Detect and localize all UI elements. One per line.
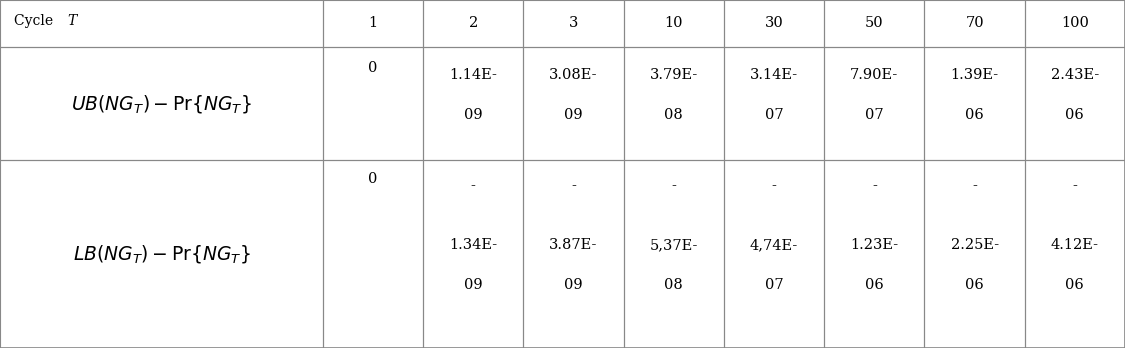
Text: -: - [1072,179,1078,193]
Bar [523,0,623,47]
Text: 70: 70 [965,16,984,31]
Text: 0: 0 [368,172,378,186]
Bar [1025,0,1125,47]
Text: 50: 50 [865,16,883,31]
Text: 07: 07 [765,278,783,292]
Text: 0: 0 [368,61,378,75]
Text: 07: 07 [865,108,883,122]
Text: T: T [68,14,76,28]
Text: 09: 09 [565,108,583,122]
Text: $\mathit{LB}(\mathit{NG}_T) - \mathrm{Pr}\{\mathit{NG}_T\}$: $\mathit{LB}(\mathit{NG}_T) - \mathrm{Pr… [73,243,250,265]
Text: 08: 08 [665,108,683,122]
Text: -: - [872,179,876,193]
Text: 06: 06 [865,278,884,292]
Text: 2.25E-: 2.25E- [951,238,999,252]
Text: 1.39E-: 1.39E- [951,68,999,82]
Bar [423,47,523,160]
Bar [1025,160,1125,348]
Bar [323,47,423,160]
Text: 5,37E-: 5,37E- [649,238,698,252]
Bar [825,0,925,47]
Bar [0,47,323,160]
Bar [623,0,724,47]
Bar [825,47,925,160]
Bar [423,160,523,348]
Text: $\mathit{UB}(\mathit{NG}_T) - \mathrm{Pr}\{\mathit{NG}_T\}$: $\mathit{UB}(\mathit{NG}_T) - \mathrm{Pr… [71,93,252,114]
Text: 1.14E-: 1.14E- [449,68,497,82]
Text: 06: 06 [1065,108,1084,122]
Text: 08: 08 [665,278,683,292]
Bar [1025,47,1125,160]
Bar [925,0,1025,47]
Bar [0,0,323,47]
Bar [523,47,623,160]
Text: 09: 09 [464,108,483,122]
Bar [523,160,623,348]
Bar [0,160,323,348]
Text: 1.23E-: 1.23E- [850,238,899,252]
Text: 09: 09 [464,278,483,292]
Bar [423,0,523,47]
Text: 3.08E-: 3.08E- [549,68,597,82]
Text: 1: 1 [369,16,378,31]
Text: -: - [972,179,976,193]
Text: -: - [672,179,676,193]
Bar [323,160,423,348]
Text: 4,74E-: 4,74E- [750,238,799,252]
Bar [825,160,925,348]
Bar [623,47,724,160]
Text: Cycle: Cycle [14,14,57,28]
Text: 06: 06 [1065,278,1084,292]
Bar [724,47,825,160]
Text: 2: 2 [469,16,478,31]
Text: -: - [772,179,776,193]
Text: 10: 10 [665,16,683,31]
Text: 09: 09 [565,278,583,292]
Text: 30: 30 [765,16,783,31]
Bar [925,47,1025,160]
Text: 06: 06 [965,278,984,292]
Text: 07: 07 [765,108,783,122]
Text: 3: 3 [569,16,578,31]
Bar [323,0,423,47]
Text: 3.14E-: 3.14E- [750,68,798,82]
Bar [925,160,1025,348]
Text: 2.43E-: 2.43E- [1051,68,1099,82]
Text: 7.90E-: 7.90E- [850,68,899,82]
Text: 3.79E-: 3.79E- [649,68,698,82]
Bar [724,160,825,348]
Text: -: - [471,179,476,193]
Bar [623,160,724,348]
Text: 100: 100 [1061,16,1089,31]
Text: -: - [572,179,576,193]
Bar [724,0,825,47]
Text: 3.87E-: 3.87E- [549,238,597,252]
Text: 06: 06 [965,108,984,122]
Text: 1.34E-: 1.34E- [449,238,497,252]
Text: 4.12E-: 4.12E- [1051,238,1099,252]
